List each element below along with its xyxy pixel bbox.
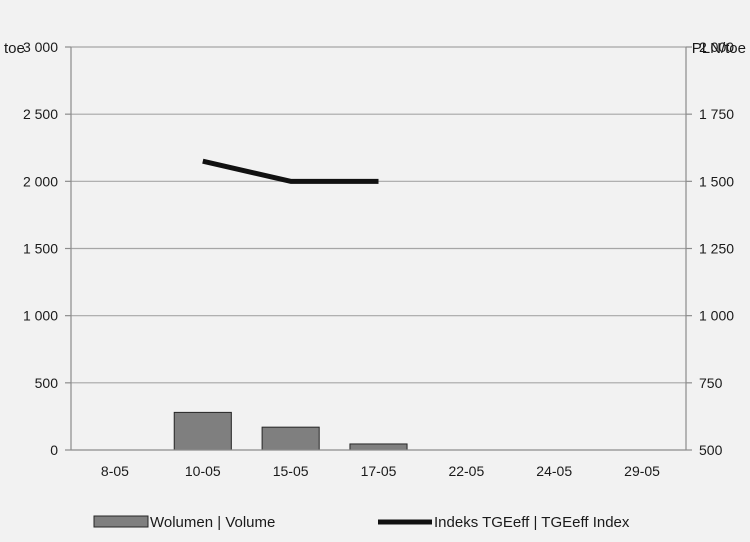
left-axis-tick-label: 3 000 bbox=[23, 39, 58, 55]
left-axis-tick-label: 2 000 bbox=[23, 173, 58, 189]
right-axis-tick-label: 500 bbox=[699, 442, 723, 458]
left-axis-tick-label: 500 bbox=[35, 375, 59, 391]
x-axis-tick-label: 15-05 bbox=[273, 463, 309, 479]
x-axis-tick-label: 17-05 bbox=[361, 463, 397, 479]
left-axis-tick-label: 0 bbox=[50, 442, 58, 458]
legend-index-label: Indeks TGEeff | TGEeff Index bbox=[434, 514, 630, 531]
index-line bbox=[202, 158, 379, 184]
right-axis-tick-label: 750 bbox=[699, 375, 723, 391]
left-axis-tick-label: 1 000 bbox=[23, 308, 58, 324]
volume-bar bbox=[349, 443, 408, 451]
right-axis-unit: PLN/toe bbox=[692, 40, 746, 57]
right-axis-tick-label: 1 750 bbox=[699, 106, 734, 122]
left-axis-unit: toe bbox=[4, 40, 25, 57]
x-axis-tick-label: 10-05 bbox=[185, 463, 221, 479]
x-axis-tick-label: 22-05 bbox=[448, 463, 484, 479]
right-axis-tick-label: 1 500 bbox=[699, 173, 734, 189]
right-axis-tick-label: 1 250 bbox=[699, 241, 734, 257]
x-axis-tick-label: 24-05 bbox=[536, 463, 572, 479]
left-axis-tick-label: 1 500 bbox=[23, 241, 58, 257]
gridlines bbox=[71, 46, 686, 384]
tick-labels: 0 500 1 000 1 500 2 000 2 500 3 000 500 750 1 000… bbox=[23, 39, 734, 479]
right-axis-tick-label: 1 000 bbox=[699, 308, 734, 324]
volume-bar bbox=[173, 411, 232, 451]
x-axis-tick-label: 8-05 bbox=[101, 463, 129, 479]
right-axis-tick-label: 2 000 bbox=[699, 39, 734, 55]
volume-bar bbox=[261, 426, 320, 451]
left-axis-tick-label: 2 500 bbox=[23, 106, 58, 122]
x-axis-tick-label: 29-05 bbox=[624, 463, 660, 479]
index-line-path bbox=[202, 158, 379, 184]
axes bbox=[65, 46, 692, 451]
legend: Wolumen | Volume Indeks TGEeff | TGEeff … bbox=[93, 514, 630, 531]
volume-bars bbox=[173, 411, 408, 451]
legend-volume-swatch bbox=[93, 515, 149, 528]
legend-volume-label: Wolumen | Volume bbox=[150, 514, 275, 531]
